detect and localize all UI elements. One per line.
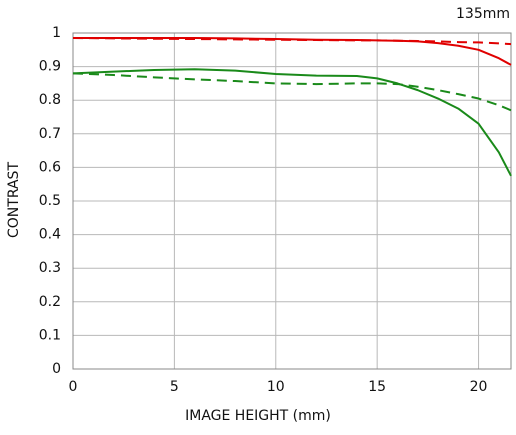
x-tick-label: 10 <box>267 379 285 395</box>
y-tick-label: 0.4 <box>39 227 61 243</box>
y-tick-label: 0.1 <box>39 327 61 343</box>
y-tick-label: 0.3 <box>39 260 61 276</box>
y-tick-label: 1 <box>52 25 61 41</box>
x-axis-label: IMAGE HEIGHT (mm) <box>185 408 331 424</box>
y-tick-label: 0.8 <box>39 92 61 108</box>
x-tick-label: 20 <box>470 379 488 395</box>
mtf-line <box>72 68 512 177</box>
chart-title: 135mm <box>456 6 510 22</box>
plot-frame <box>72 32 512 370</box>
mtf-line <box>72 37 512 46</box>
y-tick-label: 0.2 <box>39 294 61 310</box>
y-tick-label: 0 <box>52 361 61 377</box>
x-tick-label: 5 <box>170 379 179 395</box>
y-tick-label: 0.5 <box>39 193 61 209</box>
y-axis-label: CONTRAST <box>6 162 22 238</box>
mtf-line <box>72 72 512 112</box>
y-tick-label: 0.6 <box>39 159 61 175</box>
y-tick-label: 0.9 <box>39 59 61 75</box>
y-tick-label: 0.7 <box>39 126 61 142</box>
x-tick-label: 0 <box>69 379 78 395</box>
x-tick-label: 15 <box>368 379 386 395</box>
